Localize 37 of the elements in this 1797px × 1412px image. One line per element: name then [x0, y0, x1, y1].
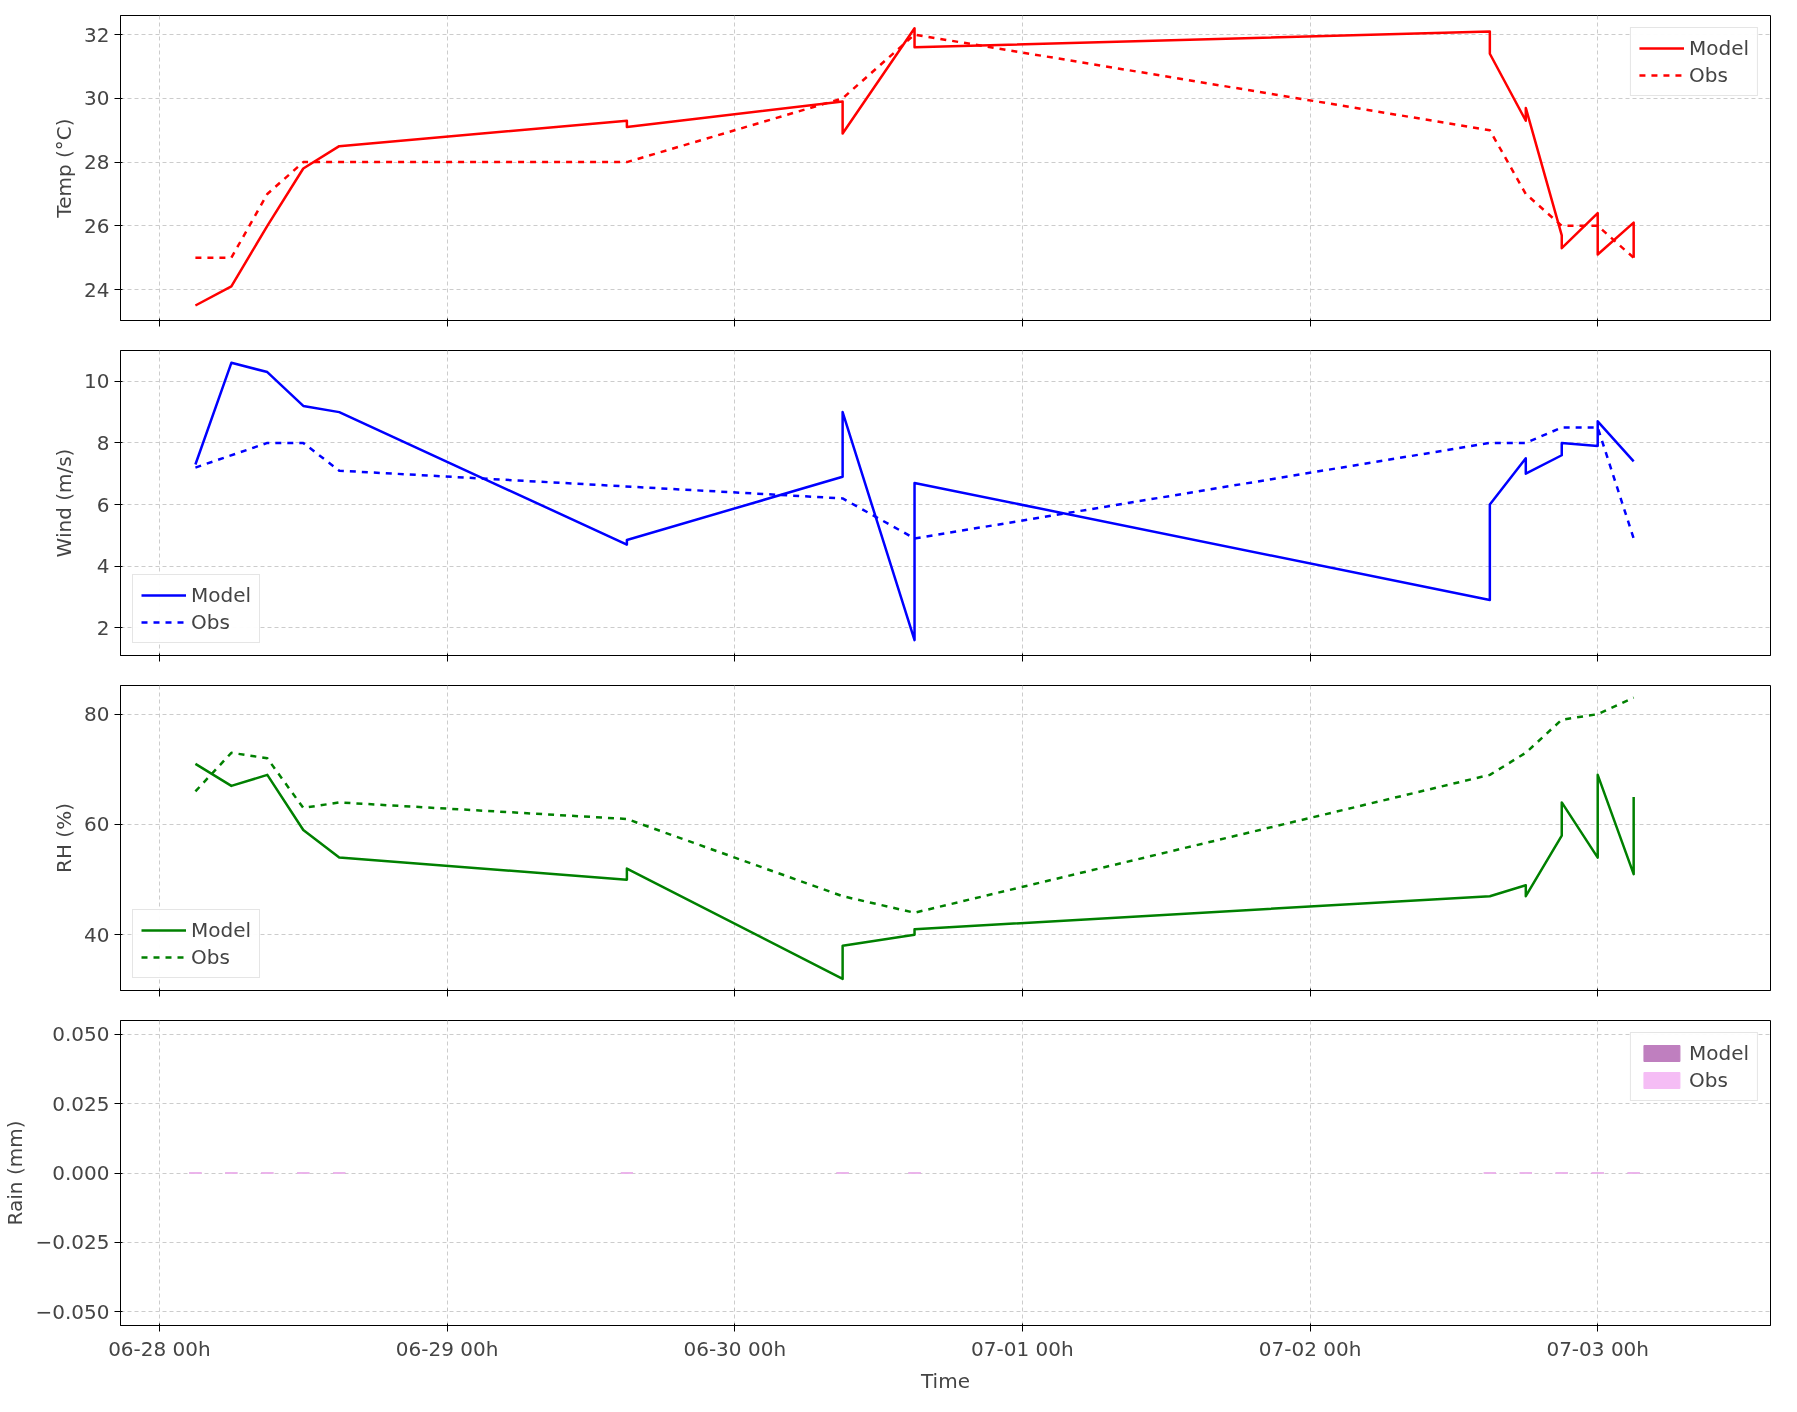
y-tick-label: −0.050: [35, 1299, 110, 1324]
y-tick-label: 80: [84, 702, 110, 727]
y-tick-label: 30: [84, 86, 110, 111]
x-tick-label: 07-01 00h: [971, 1336, 1074, 1361]
y-tick-label: 40: [84, 922, 110, 947]
legend-label: Obs: [191, 945, 230, 969]
y-tick-label: 32: [84, 22, 110, 47]
y-tick-label: 26: [84, 213, 110, 238]
y-tick-label: 60: [84, 812, 110, 837]
y-tick-label: 0.000: [52, 1161, 110, 1185]
legend-label: Obs: [1688, 63, 1728, 87]
y-axis-title: RH (%): [52, 803, 77, 873]
x-tick-label: 07-03 00h: [1546, 1336, 1650, 1361]
legend-label: Model: [1688, 1041, 1749, 1065]
y-tick-label: 2: [96, 615, 110, 640]
y-tick-label: 24: [84, 277, 110, 302]
x-tick-label: 07-02 00h: [1258, 1336, 1362, 1361]
y-tick-label: 0.025: [52, 1091, 110, 1116]
y-tick-label: 28: [84, 150, 110, 175]
legend-label: Obs: [191, 610, 230, 634]
legend-label: Model: [191, 583, 252, 607]
y-axis-title: Wind (m/s): [52, 448, 77, 558]
x-axis-title: Time: [920, 1368, 970, 1393]
y-tick-label: 0.050: [52, 1022, 110, 1047]
y-tick-label: 8: [96, 430, 110, 455]
y-axis-title: Temp (°C): [52, 118, 77, 219]
y-tick-label: −0.025: [35, 1230, 110, 1255]
y-tick-label: 6: [96, 492, 110, 517]
legend-label: Model: [1688, 36, 1749, 60]
legend-label: Obs: [1688, 1068, 1728, 1092]
x-tick-label: 06-30 00h: [683, 1336, 787, 1361]
x-tick-label: 06-28 00h: [108, 1336, 211, 1361]
y-axis-title: Rain (mm): [3, 1120, 28, 1226]
legend-label: Model: [191, 918, 252, 942]
y-tick-label: 10: [84, 369, 110, 394]
x-tick-label: 06-29 00h: [395, 1336, 499, 1361]
y-tick-label: 4: [96, 554, 110, 579]
